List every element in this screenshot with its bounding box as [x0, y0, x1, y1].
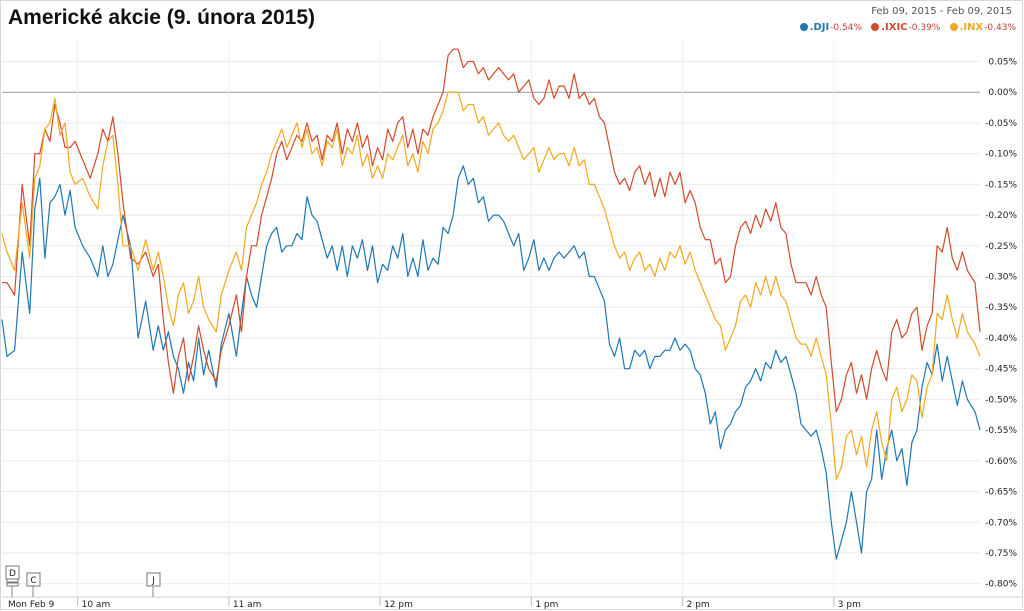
legend-swatch-inx — [949, 23, 958, 31]
x-tick-label: 10 am — [82, 600, 111, 610]
series-line-dji — [1, 165, 981, 560]
legend-item-ixic[interactable]: .IXIC-0.39% — [871, 22, 940, 33]
y-tick-label: -0.30% — [985, 273, 1017, 283]
y-tick-label: -0.20% — [985, 211, 1017, 221]
series-lines — [1, 48, 981, 560]
series-line-ixic — [2, 48, 981, 413]
y-tick-label: -0.35% — [985, 303, 1017, 313]
flag-stack — [6, 578, 19, 583]
y-tick-label: -0.45% — [985, 365, 1017, 375]
y-axis-labels: 0.05% 0.00% -0.05% -0.10% -0.15% -0.20% -0.25%… — [985, 58, 1017, 590]
x-tick-label: 1 pm — [535, 600, 558, 610]
y-tick-label: -0.05% — [985, 119, 1017, 129]
legend-item-inx[interactable]: .INX-0.43% — [949, 22, 1016, 33]
legend-swatch-dji — [799, 23, 808, 31]
y-tick-label: -0.50% — [985, 395, 1017, 405]
legend-value-ixic: -0.39% — [908, 23, 941, 33]
y-tick-label: -0.55% — [985, 426, 1017, 436]
legend-label-dji: .DJI — [809, 22, 830, 33]
y-tick-label: 0.05% — [988, 58, 1017, 68]
y-tick-label: -0.60% — [985, 457, 1017, 467]
event-flags: DC J — [5, 565, 161, 597]
y-tick-label: -0.10% — [985, 150, 1017, 160]
y-tick-label: -0.25% — [985, 242, 1017, 252]
legend-item-dji[interactable]: .DJI-0.54% — [799, 22, 863, 33]
date-range: Feb 09, 2015 - Feb 09, 2015 — [871, 6, 1012, 17]
legend-value-dji: -0.54% — [830, 23, 863, 33]
y-tick-label: -0.40% — [985, 334, 1017, 344]
legend: .DJI-0.54% .IXIC-0.39% .INX-0.43% — [794, 22, 1016, 33]
x-tick-label: 11 am — [233, 600, 262, 610]
y-tick-label: -0.80% — [985, 580, 1017, 590]
x-tick-label: 2 pm — [687, 600, 710, 610]
series-line-inx — [1, 91, 981, 480]
x-grid — [2, 40, 1022, 606]
y-tick-label: -0.15% — [985, 180, 1017, 190]
chart-title: Americké akcie (9. února 2015) — [8, 6, 316, 29]
y-tick-label: -0.65% — [985, 488, 1017, 498]
x-tick-label: 12 pm — [384, 600, 413, 610]
flag-box — [146, 572, 161, 587]
y-tick-label: -0.75% — [985, 549, 1017, 559]
flag-stack — [6, 582, 19, 587]
legend-value-inx: -0.43% — [984, 23, 1016, 33]
legend-label-ixic: .IXIC — [881, 22, 908, 33]
flag-label: C — [30, 576, 36, 586]
x-axis-labels: Mon Feb 9 10 am 11 am 12 pm 1 pm 2 pm 3 pm — [8, 600, 861, 610]
x-tick-label: 3 pm — [838, 600, 861, 610]
flag-label: J — [151, 576, 155, 586]
legend-label-inx: .INX — [959, 22, 984, 33]
legend-swatch-ixic — [871, 23, 880, 31]
x-tick-label: Mon Feb 9 — [8, 600, 55, 610]
y-tick-label: -0.70% — [985, 518, 1017, 528]
flag-box — [26, 572, 41, 587]
y-tick-label: 0.00% — [988, 88, 1017, 98]
flag-label: D — [9, 569, 16, 579]
